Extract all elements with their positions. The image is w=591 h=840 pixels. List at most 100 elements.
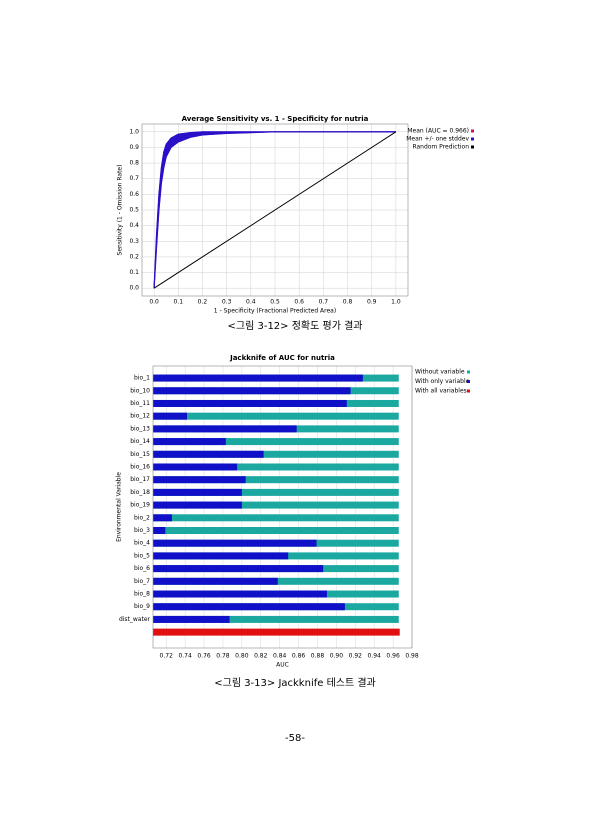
x-axis-label: AUC xyxy=(276,662,289,669)
bar xyxy=(153,463,238,471)
y-tick-label: dist_water xyxy=(119,616,151,623)
bar xyxy=(153,615,230,623)
bar xyxy=(153,501,399,509)
y-tick-label: bio_14 xyxy=(130,438,150,445)
bar xyxy=(153,412,399,420)
chart-title: Jackknife of AUC for nutria xyxy=(229,354,335,362)
legend-label: Random Prediction xyxy=(412,144,469,151)
y-tick-label: bio_4 xyxy=(134,540,150,547)
y-tick-label: bio_15 xyxy=(130,451,150,458)
plot-frame xyxy=(141,123,409,297)
x-tick-label: 0.76 xyxy=(197,653,211,660)
bar xyxy=(153,552,289,560)
x-tick-label: 0.94 xyxy=(368,653,382,660)
plot-frame xyxy=(152,365,413,649)
x-tick-label: 0.88 xyxy=(311,653,325,660)
legend-swatch xyxy=(467,370,470,374)
x-axis-label: 1 - Specificity (Fractional Predicted Ar… xyxy=(214,308,336,315)
bar xyxy=(153,514,399,522)
legend-label: Mean +/- one stddev xyxy=(406,136,469,143)
bar xyxy=(153,488,242,496)
bar xyxy=(153,603,345,611)
y-tick-label: 0.2 xyxy=(129,253,139,260)
y-tick-label: 0.4 xyxy=(129,222,139,229)
bar xyxy=(153,590,327,598)
legend-swatch xyxy=(471,137,474,141)
x-tick-label: 1.0 xyxy=(391,299,401,306)
x-tick-label: 0.9 xyxy=(367,299,377,306)
legend-swatch xyxy=(471,129,474,133)
y-tick-label: bio_12 xyxy=(130,413,150,420)
y-tick-label: bio_5 xyxy=(134,552,150,559)
y-tick-label: 0.7 xyxy=(129,175,139,182)
legend-swatch xyxy=(467,380,470,383)
legend-label: With only variable xyxy=(415,378,470,385)
y-tick-label: bio_11 xyxy=(130,400,150,407)
caption: <그림 3-13> Jackknife 테스트 결과 xyxy=(214,677,376,689)
y-axis-label: Sensitivity (1 - Omission Rate) xyxy=(117,165,124,256)
bar xyxy=(153,527,399,534)
x-tick-label: 0.90 xyxy=(330,653,344,660)
bar xyxy=(153,425,297,433)
x-tick-label: 0.96 xyxy=(386,653,400,660)
bar xyxy=(153,374,363,382)
x-tick-label: 0.92 xyxy=(349,653,363,660)
bar xyxy=(153,577,278,585)
bar xyxy=(153,399,347,407)
y-tick-label: 0.5 xyxy=(129,207,139,214)
bar xyxy=(153,501,242,509)
y-tick-label: bio_18 xyxy=(130,489,150,496)
x-tick-label: 0.80 xyxy=(235,653,249,660)
legend-swatch xyxy=(471,145,474,149)
x-tick-label: 0.98 xyxy=(405,653,419,660)
x-tick-label: 0.84 xyxy=(273,653,287,660)
x-tick-label: 0.0 xyxy=(149,299,159,306)
caption: <그림 3-12> 정확도 평가 결과 xyxy=(228,320,363,332)
y-tick-label: bio_19 xyxy=(130,502,150,509)
bar xyxy=(153,463,399,471)
legend-swatch xyxy=(467,389,470,393)
y-tick-label: bio_8 xyxy=(134,591,150,598)
x-tick-label: 0.6 xyxy=(294,299,304,306)
y-tick-label: bio_17 xyxy=(130,476,150,483)
stddev-line xyxy=(153,131,396,289)
bar xyxy=(153,450,264,458)
legend-label: Mean (AUC = 0.966) xyxy=(407,128,469,135)
page-number: -58- xyxy=(285,733,305,744)
y-tick-label: bio_3 xyxy=(134,527,150,534)
y-tick-label: bio_9 xyxy=(134,603,150,610)
legend-label: Without variable xyxy=(415,369,465,376)
y-tick-label: bio_13 xyxy=(130,425,150,432)
y-tick-label: 0.0 xyxy=(129,285,139,292)
x-tick-label: 0.74 xyxy=(178,653,192,660)
bar xyxy=(153,514,172,522)
x-tick-label: 0.78 xyxy=(216,653,230,660)
bar xyxy=(153,565,324,573)
stddev-line xyxy=(153,131,396,289)
x-tick-label: 0.4 xyxy=(246,299,256,306)
y-tick-label: bio_2 xyxy=(134,514,150,521)
bar xyxy=(153,628,400,636)
bar xyxy=(153,476,399,484)
bar xyxy=(153,539,317,547)
y-tick-label: 0.6 xyxy=(129,191,139,198)
y-tick-label: bio_10 xyxy=(130,387,150,394)
x-tick-label: 0.3 xyxy=(222,299,232,306)
x-tick-label: 0.72 xyxy=(160,653,174,660)
y-tick-label: 0.1 xyxy=(129,269,139,276)
y-tick-label: 0.9 xyxy=(129,144,139,151)
x-tick-label: 0.5 xyxy=(270,299,280,306)
chart-title: Average Sensitivity vs. 1 - Specificity … xyxy=(182,115,369,123)
x-tick-label: 0.1 xyxy=(173,299,183,306)
y-tick-label: 0.8 xyxy=(129,160,139,167)
y-tick-label: 0.3 xyxy=(129,238,139,245)
bar xyxy=(153,387,351,395)
bar xyxy=(153,412,188,420)
y-tick-label: bio_1 xyxy=(134,375,150,382)
bar xyxy=(153,450,399,458)
bar xyxy=(153,438,399,446)
y-axis-label: Environmental Variable xyxy=(116,472,123,542)
bar xyxy=(153,438,226,446)
y-tick-label: bio_16 xyxy=(130,463,150,470)
